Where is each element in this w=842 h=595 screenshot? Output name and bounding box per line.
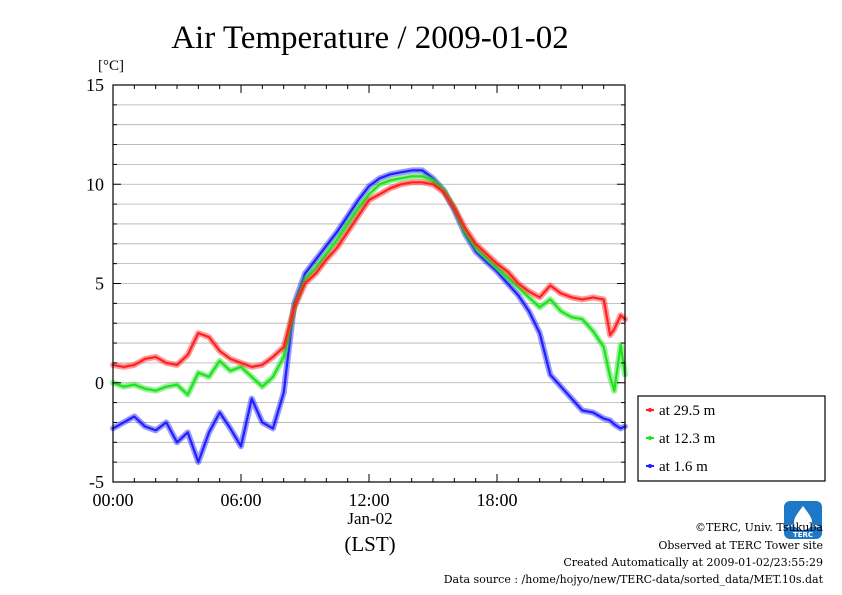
series-line-halo xyxy=(110,167,628,466)
legend-swatch-dot xyxy=(648,464,652,468)
legend: at 29.5 m at 12.3 m at 1.6 m xyxy=(646,403,716,475)
y-tick-label: 15 xyxy=(86,75,104,95)
logo-text: TERC xyxy=(793,531,813,539)
series-line xyxy=(111,169,627,464)
y-axis-ticks: -5 0 5 10 15 xyxy=(86,75,625,492)
terc-logo: TERC xyxy=(784,501,822,539)
credit-copyright: ©TERC, Univ. Tsukuba xyxy=(695,521,823,534)
series-line xyxy=(111,181,627,368)
grid-lines xyxy=(113,104,625,463)
x-axis-title: (LST) xyxy=(344,532,395,556)
y-tick-label: 5 xyxy=(95,274,104,294)
series-line xyxy=(111,175,627,396)
x-tick-label: 00:00 xyxy=(92,490,133,510)
legend-box xyxy=(637,395,826,482)
wave-icon xyxy=(786,524,820,530)
x-tick-label: 12:00 xyxy=(348,490,389,510)
y-tick-label: 0 xyxy=(95,373,104,393)
y-tick-label: 10 xyxy=(86,174,104,194)
water-drop-icon xyxy=(794,506,812,530)
legend-swatch-dot xyxy=(648,436,652,440)
y-axis-unit-label: [°C] xyxy=(98,58,124,74)
x-tick-label: 06:00 xyxy=(220,490,261,510)
credit-site: Observed at TERC Tower site xyxy=(658,539,823,552)
legend-entry-label: at 29.5 m xyxy=(659,403,716,419)
legend-entry-label: at 12.3 m xyxy=(659,431,716,447)
x-axis-date-label: Jan-02 xyxy=(347,509,392,528)
credit-data-source: Data source : /home/hojyo/new/TERC-data/… xyxy=(444,573,824,586)
x-axis-ticks: 00:00 06:00 12:00 18:00 xyxy=(92,85,605,510)
y-tick-label: -5 xyxy=(89,472,104,492)
chart-title: Air Temperature / 2009-01-02 xyxy=(171,20,569,56)
series-line-halo xyxy=(110,179,628,370)
legend-entry-label: at 1.6 m xyxy=(659,459,708,475)
legend-swatch-dot xyxy=(648,408,652,412)
credit-created: Created Automatically at 2009-01-02/23:5… xyxy=(563,556,823,569)
series-lines xyxy=(110,167,628,466)
x-tick-label: 18:00 xyxy=(476,490,517,510)
